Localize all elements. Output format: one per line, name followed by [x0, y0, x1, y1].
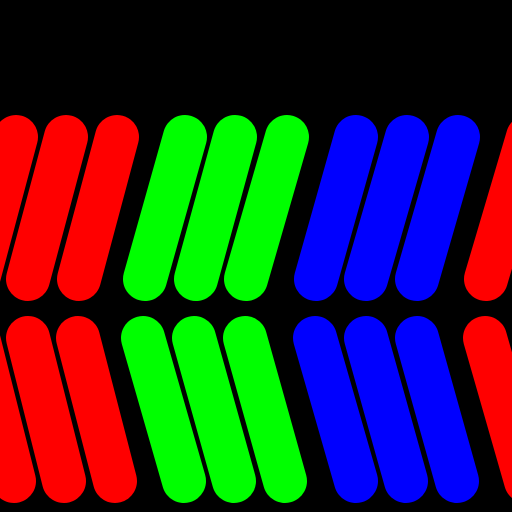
top-row-green-bar-1	[123, 115, 207, 301]
top-row-red-bar-1	[0, 115, 38, 282]
top-row-blue-bar-3	[395, 115, 480, 301]
top-row-green-bar-3	[224, 115, 309, 301]
top-row-red-bar-3	[57, 115, 139, 301]
top-row-blue-bar-2	[344, 115, 429, 301]
top-row-green-bar-2	[174, 115, 257, 301]
top-row-red-bar-1	[464, 122, 512, 301]
bottom-row-green-bar-3	[223, 316, 307, 503]
bottom-row-green-bar-2	[172, 316, 256, 503]
bottom-row-green-bar-1	[121, 316, 206, 503]
bottom-row-blue-bar-3	[395, 316, 479, 503]
bottom-row-blue-bar-2	[344, 316, 428, 503]
bottom-row-red-bar-1	[0, 335, 36, 503]
bottom-row-red-bar-3	[56, 316, 137, 503]
top-row-blue-bar-1	[294, 115, 378, 301]
bottom-row-red-bar-1	[463, 316, 512, 498]
top-row-red-bar-2	[6, 115, 88, 301]
top-bar-row	[0, 115, 512, 301]
bottom-row-red-bar-2	[6, 316, 86, 503]
bottom-row-blue-bar-1	[293, 316, 378, 503]
bottom-bar-row	[0, 316, 512, 503]
